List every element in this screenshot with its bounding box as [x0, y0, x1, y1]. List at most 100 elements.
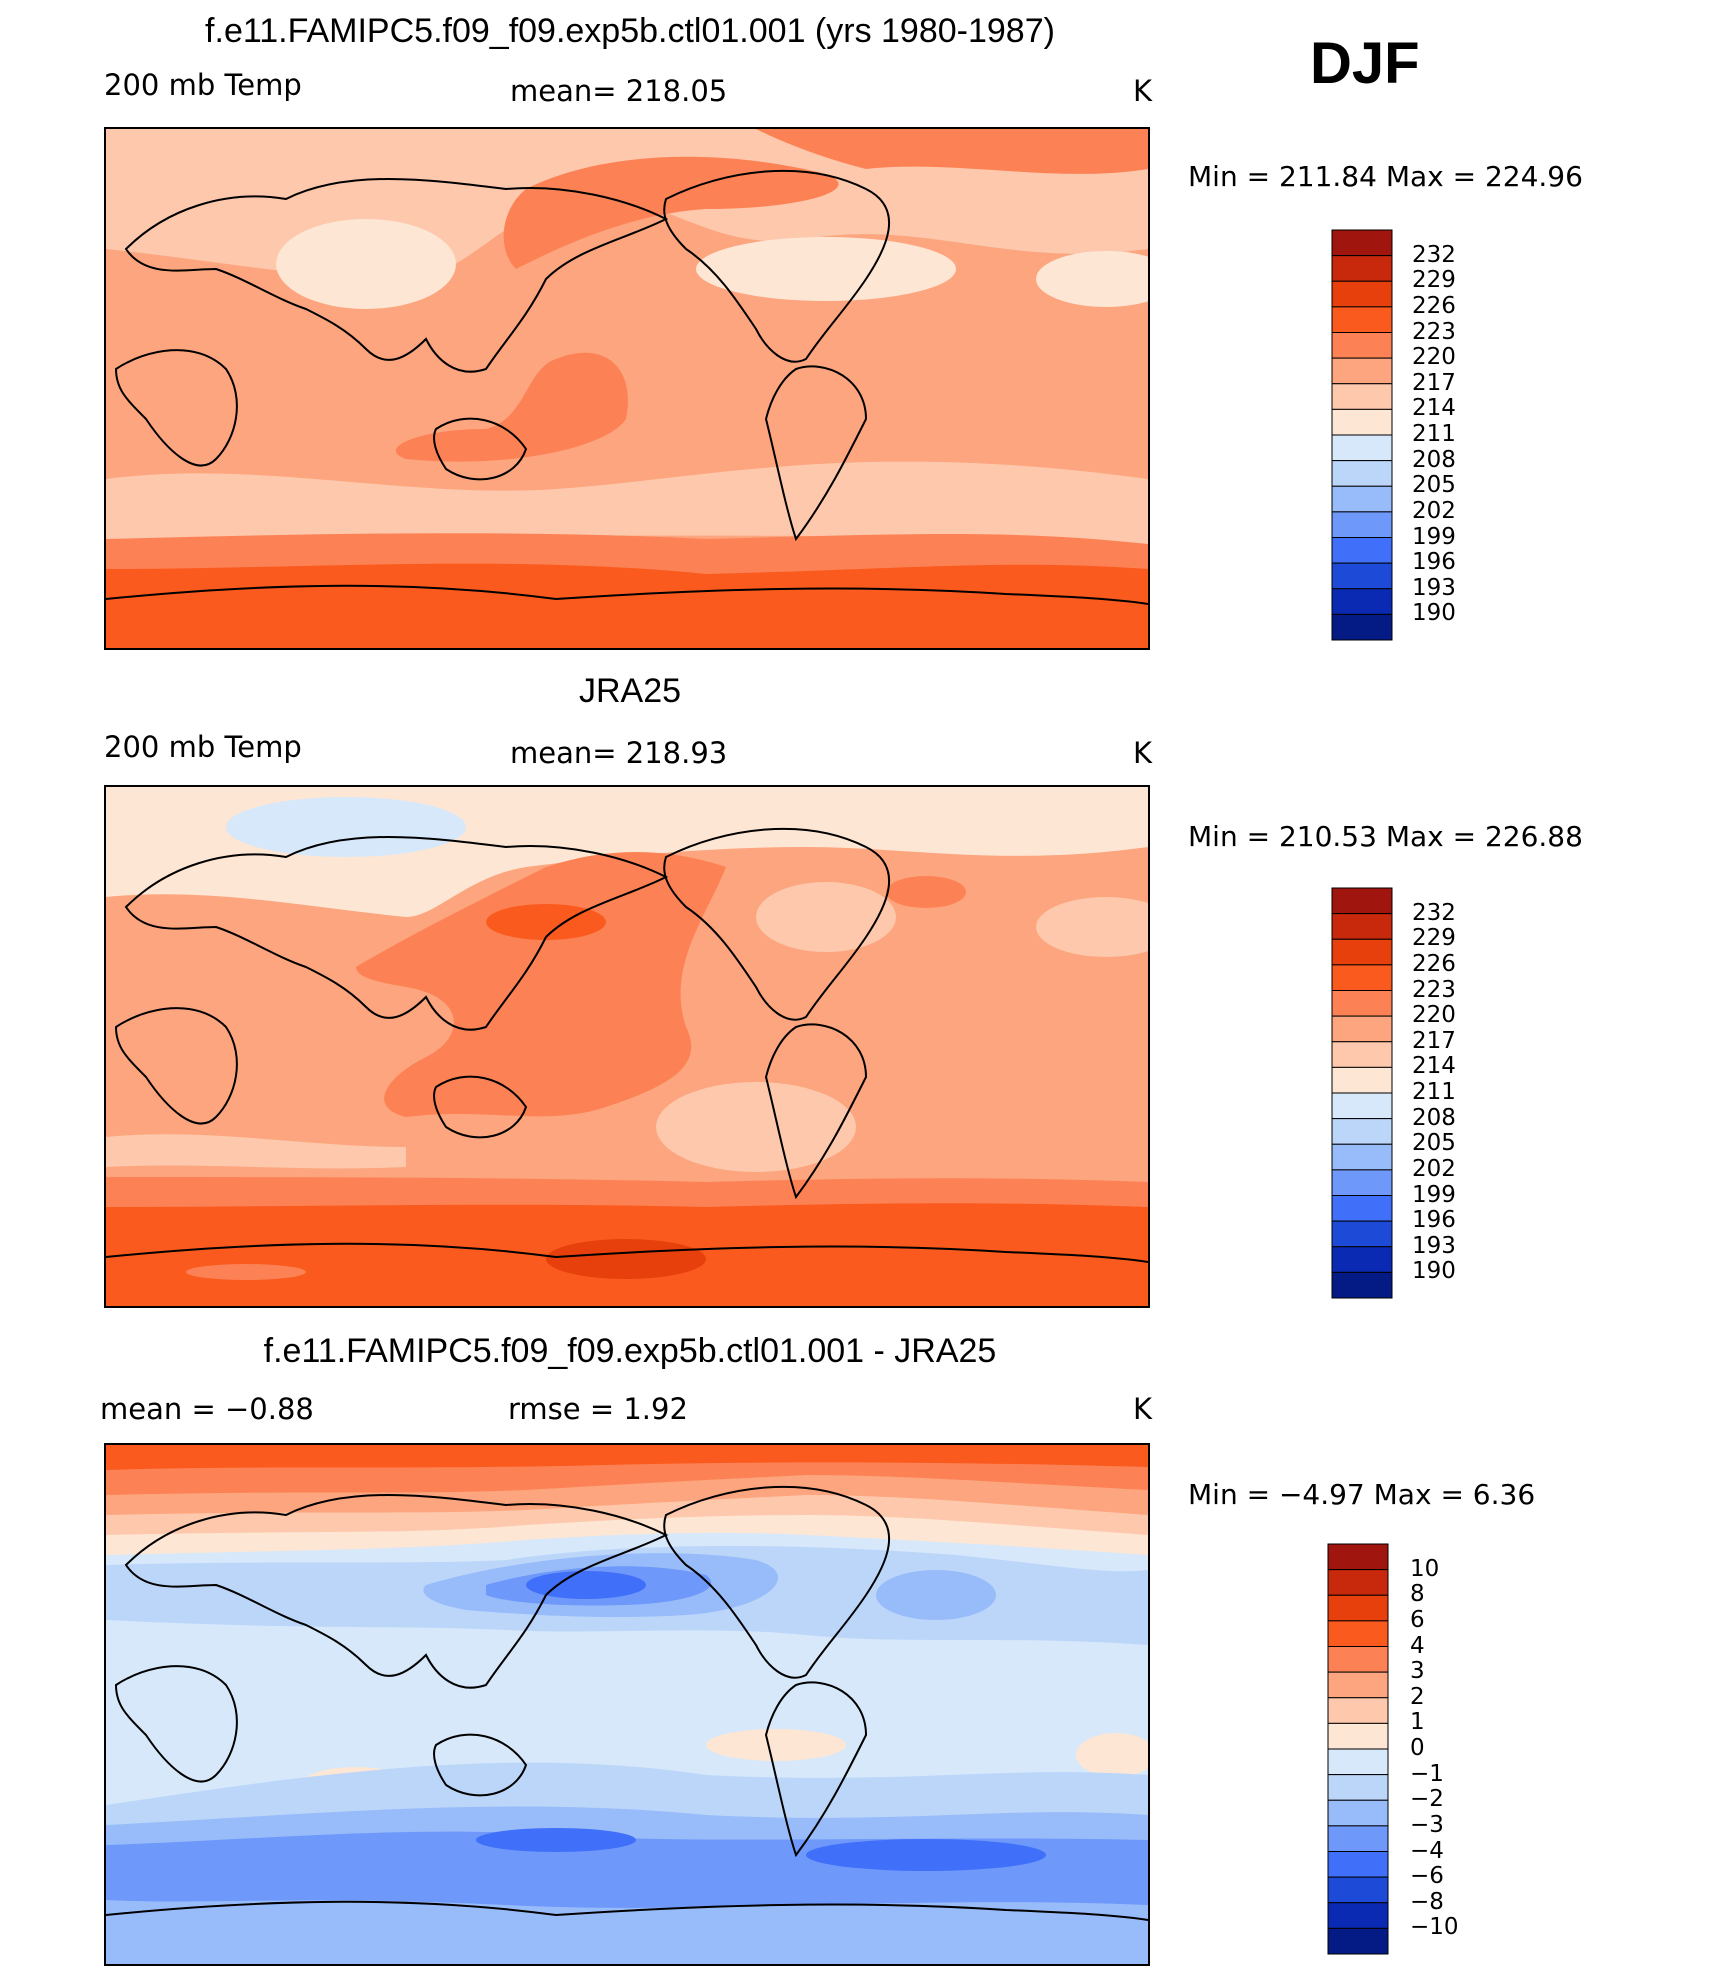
panel2-colorbar	[1330, 886, 1400, 1307]
colorbar-level-label: 0	[1410, 1735, 1425, 1761]
colorbar-swatch	[1327, 1569, 1389, 1596]
colorbar-swatch	[1331, 887, 1393, 915]
panel1-minmax: Min = 211.84 Max = 224.96	[1188, 160, 1583, 193]
colorbar-swatch	[1331, 562, 1393, 590]
colorbar-swatch	[1331, 357, 1393, 385]
panel3-map-svg	[106, 1445, 1148, 1964]
colorbar-level-label: 217	[1412, 1027, 1456, 1054]
panel1-colorbar	[1330, 228, 1400, 649]
panel2-map	[104, 785, 1150, 1308]
colorbar-level-label: 208	[1412, 446, 1456, 473]
colorbar-swatch	[1331, 964, 1393, 991]
colorbar-swatch	[1331, 938, 1393, 966]
colorbar-level-label: 6	[1410, 1606, 1425, 1633]
colorbar-swatch	[1331, 383, 1393, 410]
colorbar-swatch	[1331, 1118, 1393, 1145]
panel2-mean-label: mean= 218.93	[510, 736, 728, 770]
colorbar-level-label: 1	[1410, 1709, 1425, 1736]
colorbar-level-label: 196	[1412, 1207, 1456, 1234]
colorbar-level-label: 211	[1412, 1079, 1456, 1105]
colorbar-level-label: 226	[1412, 950, 1456, 977]
colorbar-level-label: −3	[1410, 1811, 1444, 1838]
colorbar-swatch	[1327, 1620, 1389, 1647]
colorbar-level-label: 229	[1412, 267, 1456, 294]
colorbar-level-label: 232	[1412, 241, 1456, 268]
colorbar-level-label: 193	[1412, 1232, 1456, 1259]
colorbar-swatch	[1331, 280, 1393, 308]
panel2-left-label: 200 mb Temp	[104, 730, 302, 764]
colorbar-swatch	[1327, 1722, 1389, 1750]
panel3-colorbar-svg	[1327, 1543, 1389, 1955]
colorbar-level-label: 4	[1410, 1632, 1425, 1659]
colorbar-swatch	[1331, 332, 1393, 359]
colorbar-swatch	[1331, 1220, 1393, 1248]
colorbar-swatch	[1331, 511, 1393, 538]
colorbar-swatch	[1327, 1851, 1389, 1878]
colorbar-level-label: −6	[1410, 1863, 1444, 1890]
colorbar-swatch	[1331, 1195, 1393, 1222]
panel2-map-svg	[106, 787, 1148, 1306]
colorbar-swatch	[1327, 1876, 1389, 1904]
colorbar-level-label: 196	[1412, 549, 1456, 576]
panel3-mean-label: mean = −0.88	[100, 1392, 314, 1426]
colorbar-swatch	[1327, 1543, 1389, 1571]
colorbar-swatch	[1327, 1902, 1389, 1929]
colorbar-swatch	[1331, 434, 1393, 462]
colorbar-swatch	[1331, 408, 1393, 436]
colorbar-swatch	[1331, 1041, 1393, 1068]
colorbar-swatch	[1331, 1066, 1393, 1094]
panel1-map	[104, 127, 1150, 650]
colorbar-swatch	[1327, 1799, 1389, 1827]
colorbar-swatch	[1331, 537, 1393, 564]
colorbar-level-label: 220	[1412, 1002, 1456, 1029]
colorbar-swatch	[1327, 1697, 1389, 1724]
panel2-minmax: Min = 210.53 Max = 226.88	[1188, 820, 1583, 853]
colorbar-level-label: 220	[1412, 344, 1456, 371]
panel3-units: K	[1133, 1392, 1153, 1426]
colorbar-swatch	[1331, 1271, 1393, 1299]
colorbar-level-label: 211	[1412, 421, 1456, 447]
panel1-left-label: 200 mb Temp	[104, 68, 302, 102]
colorbar-swatch	[1331, 460, 1393, 487]
colorbar-level-label: 8	[1410, 1581, 1425, 1608]
colorbar-level-label: 205	[1412, 1130, 1456, 1157]
panel3-colorbar	[1326, 1542, 1396, 1963]
colorbar-level-label: 10	[1410, 1555, 1440, 1582]
colorbar-swatch	[1331, 913, 1393, 940]
colorbar-level-label: 193	[1412, 574, 1456, 601]
colorbar-swatch	[1327, 1927, 1389, 1955]
colorbar-swatch	[1331, 1092, 1393, 1120]
panel3-map	[104, 1443, 1150, 1966]
colorbar-swatch	[1327, 1774, 1389, 1801]
colorbar-level-label: 190	[1412, 600, 1456, 627]
colorbar-level-label: 214	[1412, 1053, 1456, 1080]
colorbar-swatch	[1331, 1246, 1393, 1273]
colorbar-level-label: 229	[1412, 925, 1456, 952]
colorbar-swatch	[1327, 1646, 1389, 1673]
panel1-title: f.e11.FAMIPC5.f09_f09.exp5b.ctl01.001 (y…	[205, 12, 1055, 50]
colorbar-level-label: 3	[1410, 1658, 1425, 1685]
panel1-mean-label: mean= 218.05	[510, 74, 728, 108]
colorbar-swatch	[1331, 306, 1393, 333]
panel3-minmax: Min = −4.97 Max = 6.36	[1188, 1478, 1536, 1511]
colorbar-level-label: 223	[1412, 976, 1456, 1003]
panel3-rmse-label: rmse = 1.92	[508, 1392, 688, 1426]
colorbar-level-label: 226	[1412, 292, 1456, 319]
colorbar-swatch	[1327, 1594, 1389, 1622]
colorbar-level-label: 214	[1412, 395, 1456, 422]
colorbar-swatch	[1331, 990, 1393, 1017]
colorbar-level-label: 199	[1412, 1181, 1456, 1208]
panel2-colorbar-svg	[1331, 887, 1393, 1299]
colorbar-level-label: 205	[1412, 472, 1456, 499]
colorbar-level-label: −1	[1410, 1760, 1444, 1787]
colorbar-level-label: 223	[1412, 318, 1456, 345]
colorbar-swatch	[1331, 485, 1393, 513]
colorbar-swatch	[1327, 1748, 1389, 1776]
season-label: DJF	[1310, 31, 1420, 96]
colorbar-level-label: 232	[1412, 899, 1456, 926]
colorbar-level-label: 202	[1412, 497, 1456, 524]
colorbar-level-label: 190	[1412, 1258, 1456, 1285]
panel2-units: K	[1133, 736, 1153, 770]
colorbar-swatch	[1331, 1169, 1393, 1196]
panel1-map-svg	[106, 129, 1148, 648]
